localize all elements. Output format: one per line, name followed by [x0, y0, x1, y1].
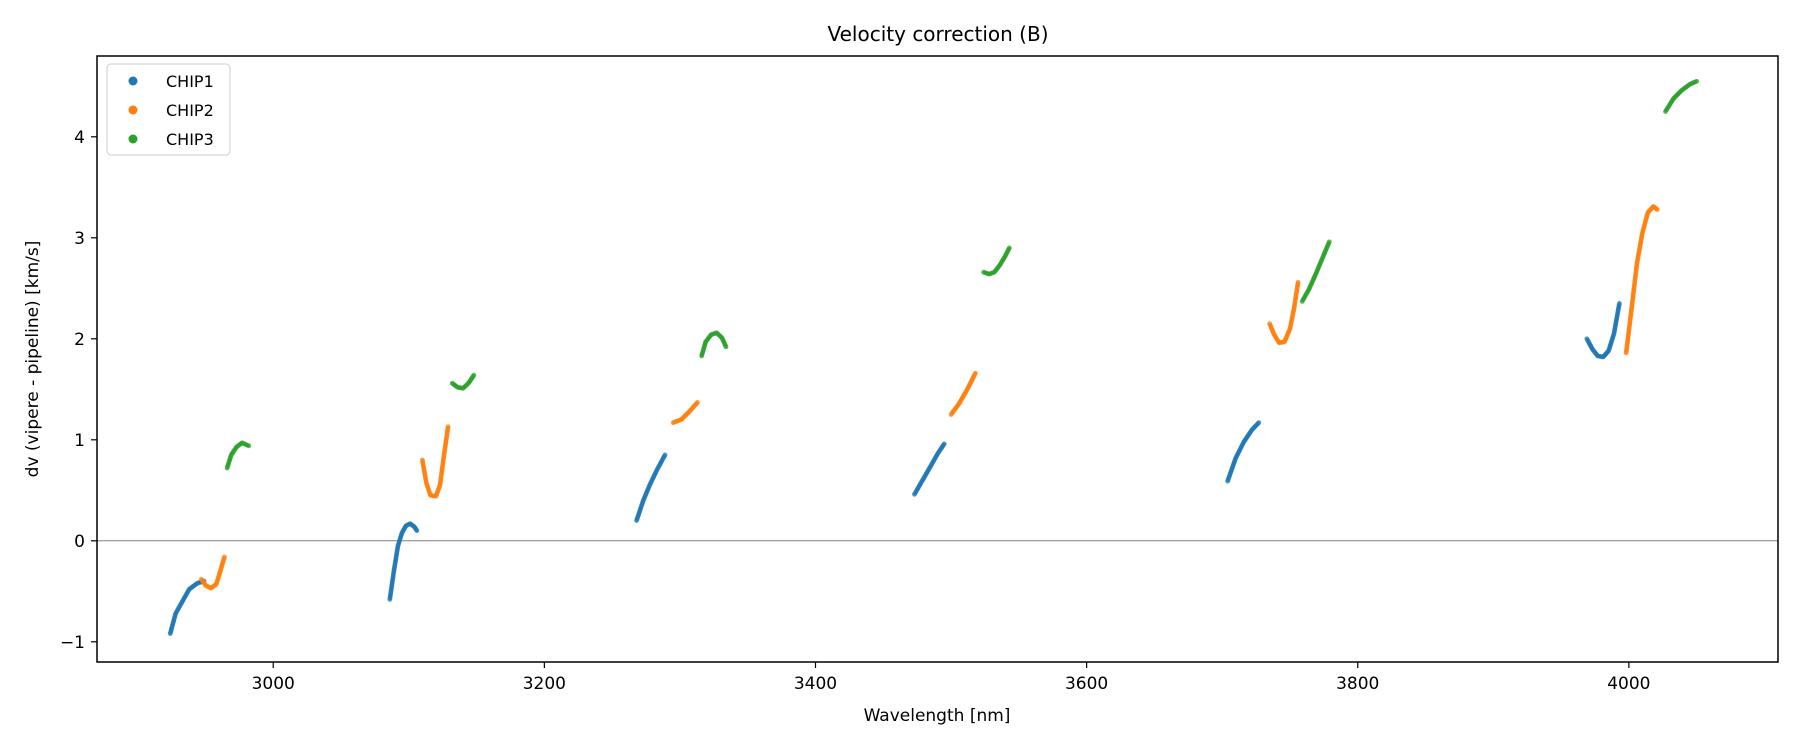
plot-area [97, 78, 1778, 637]
legend-label-chip3: CHIP3 [166, 130, 214, 149]
series-chip2 [198, 204, 1660, 591]
legend-marker-chip1 [128, 76, 138, 86]
data-point [941, 441, 947, 447]
x-tick-label: 4000 [1607, 674, 1650, 694]
legend-marker-chip2 [128, 105, 138, 115]
data-point [1256, 420, 1262, 426]
x-tick-label: 3200 [523, 674, 566, 694]
y-tick-label: 4 [74, 128, 85, 148]
data-point [1006, 245, 1012, 251]
data-point [662, 452, 668, 458]
y-tick-label: 0 [74, 532, 85, 552]
y-tick-label: 1 [74, 431, 85, 451]
legend-label-chip2: CHIP2 [166, 101, 214, 120]
data-point [222, 554, 227, 560]
data-point [1616, 301, 1622, 306]
x-tick-label: 3800 [1336, 674, 1379, 694]
data-point [695, 400, 700, 405]
data-point [1295, 279, 1301, 285]
x-tick-label: 3600 [1065, 674, 1108, 694]
legend-frame [106, 63, 231, 156]
y-tick-label: 3 [74, 229, 85, 249]
data-point [1326, 239, 1332, 245]
y-tick-label: −1 [60, 633, 85, 653]
data-point [471, 372, 477, 378]
axis-ticks: 3000 3200 3400 3600 3800 4000 −1 0 1 2 3 4 [60, 128, 1651, 694]
legend-marker-chip3 [128, 134, 138, 144]
y-axis-label: dv (vipere - pipeline) [km/s] [23, 241, 43, 478]
legend: CHIP1 CHIP2 CHIP3 [106, 63, 231, 156]
data-point [414, 528, 420, 534]
data-point [445, 424, 451, 430]
axes-frame [96, 55, 1779, 663]
series-chip1 [167, 301, 1622, 637]
y-tick-label: 2 [74, 330, 85, 350]
data-point [973, 370, 978, 376]
series-chip3 [224, 78, 1700, 471]
x-tick-label: 3400 [794, 674, 837, 694]
data-point [723, 344, 729, 350]
legend-label-chip1: CHIP1 [166, 72, 214, 91]
x-axis-label: Wavelength [nm] [864, 706, 1011, 726]
data-point [1654, 207, 1660, 212]
data-point [246, 443, 252, 449]
data-point [1694, 78, 1700, 84]
x-tick-label: 3000 [252, 674, 295, 694]
chart-title: Velocity correction (B) [828, 22, 1049, 46]
